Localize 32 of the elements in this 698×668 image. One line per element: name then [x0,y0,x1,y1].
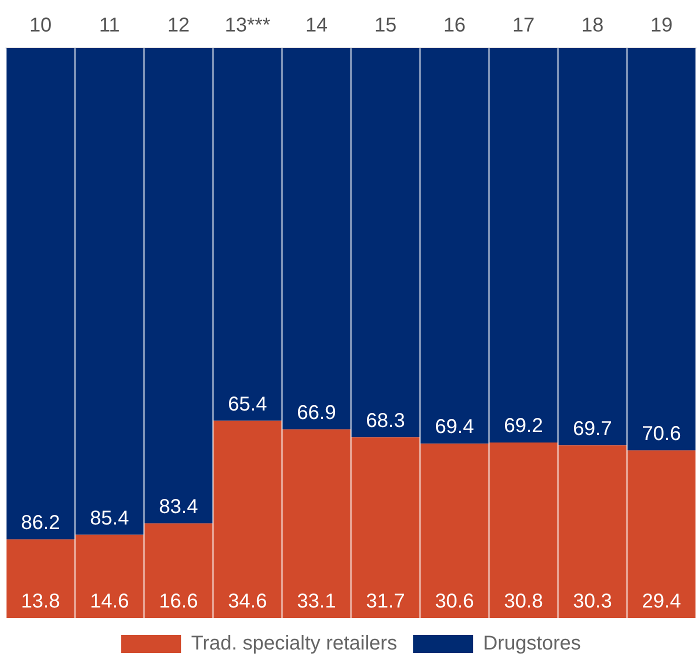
legend-label: Trad. specialty retailers [191,632,398,655]
data-label: 69.7 [573,418,612,440]
x-tick-label: 11 [99,14,120,37]
data-label: 66.9 [297,402,336,424]
data-label: 13.8 [21,590,60,613]
data-label: 33.1 [297,590,336,613]
x-tick-label: 17 [512,14,535,37]
x-tick-label: 14 [305,14,328,37]
x-tick-label: 13*** [224,14,271,37]
data-label: 86.2 [21,512,60,534]
x-tick-label: 15 [374,14,397,37]
data-label: 30.6 [435,590,474,613]
data-label: 30.8 [504,590,543,613]
data-label: 69.2 [504,414,543,437]
x-tick-label: 16 [443,14,466,37]
data-label: 31.7 [366,590,405,613]
data-label: 30.3 [573,590,612,613]
data-label: 65.4 [228,393,267,416]
data-label: 16.6 [159,590,198,613]
x-tick-label: 19 [650,14,673,37]
data-label: 85.4 [90,507,129,530]
x-tick-label: 18 [581,14,604,37]
legend-label: Drugstores [483,632,581,655]
data-label: 29.4 [642,590,681,613]
data-label: 83.4 [159,496,198,518]
x-tick-label: 10 [29,14,52,37]
data-label: 70.6 [642,422,681,445]
data-label: 34.6 [228,590,267,613]
x-tick-label: 12 [167,14,190,37]
data-label: 68.3 [366,410,405,432]
data-label: 69.4 [435,416,474,438]
data-label: 14.6 [90,590,129,613]
